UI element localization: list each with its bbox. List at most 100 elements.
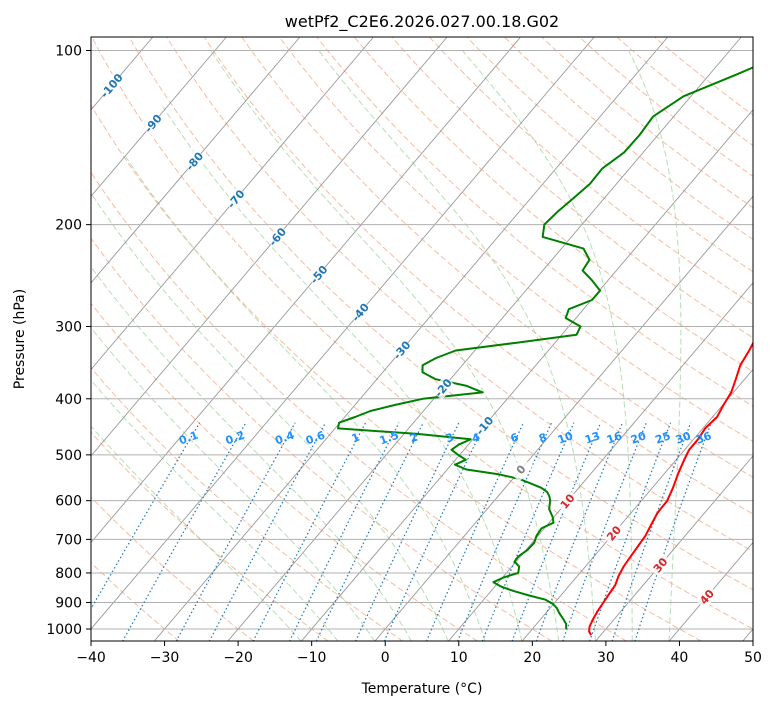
isotherm-line [91, 37, 447, 457]
y-tick-label: 400 [55, 392, 82, 408]
dry-adiabat-line [91, 171, 628, 641]
isotherm-label-backdrop [555, 489, 580, 514]
moist-adiabat-line [318, 50, 596, 641]
y-tick-label: 600 [55, 494, 82, 510]
y-tick-label: 800 [55, 566, 82, 582]
mixing-ratio-label: 3 [444, 431, 456, 446]
mixing-ratio-label: 2 [408, 431, 420, 446]
mixing-ratio-label: 1 [350, 431, 362, 446]
isotherm-label-backdrop [141, 111, 165, 136]
mixing-ratio-label: 36 [694, 429, 713, 447]
dry-adiabat-line [91, 431, 329, 641]
dry-adiabat-line [166, 37, 753, 553]
dry-adiabat-line [91, 237, 553, 641]
mixing-ratio-label: 4 [470, 430, 482, 445]
y-tick-label: 300 [55, 320, 82, 336]
mixing-ratio-label: 13 [583, 429, 602, 446]
dewpoint-profile-line [337, 66, 753, 630]
x-tick-label: 30 [597, 650, 615, 666]
y-tick-label: 200 [55, 218, 82, 234]
dry-adiabat-line [91, 561, 180, 641]
isotherm-label-backdrop [694, 584, 719, 610]
x-tick-label: −20 [223, 650, 253, 666]
dry-adiabat-line [279, 37, 753, 443]
moist-adiabat-line [91, 326, 376, 641]
x-tick-label: −30 [150, 650, 180, 666]
mixing-ratio-line [535, 422, 624, 641]
isotherm-label-backdrop [306, 262, 331, 287]
moist-adiabat-line [462, 50, 633, 641]
isotherm-line [91, 37, 595, 630]
isotherm-label-backdrop [648, 552, 673, 578]
y-tick-label: 700 [55, 532, 82, 548]
mixing-ratio-label: 0.4 [273, 428, 296, 447]
mixing-ratio-label: 0.2 [224, 429, 247, 448]
mixing-ratio-line [315, 422, 424, 641]
isotherm-label-backdrop [265, 224, 290, 249]
mixing-ratio-line [288, 422, 400, 641]
isotherm-line [227, 37, 742, 641]
dry-adiabat-line [91, 496, 255, 641]
mixing-ratio-label: 30 [674, 429, 693, 447]
mixing-ratio-label: 6 [509, 430, 521, 445]
x-tick-label: −10 [297, 650, 327, 666]
moist-adiabat-line [628, 50, 682, 641]
isotherm-line [91, 37, 521, 544]
x-tick-label: 0 [381, 650, 390, 666]
isotherm-label-backdrop [99, 73, 124, 98]
mixing-ratio-label: 0.6 [304, 428, 327, 447]
isotherm-label-backdrop [431, 375, 455, 400]
mixing-ratio-label: 10 [556, 429, 575, 447]
moist-adiabat-line [210, 50, 560, 641]
mixing-ratio-label: 16 [605, 429, 624, 447]
dry-adiabat-line [316, 37, 753, 407]
moist-adiabat-line [162, 106, 523, 641]
axis-ticks-layer: −40 −30 −20 −10 0 10 20 30 40 5010020030040050060… [46, 44, 762, 667]
moist-adiabat-line [91, 192, 449, 641]
isotherm-label-backdrop [508, 457, 533, 482]
mixing-ratio-line [208, 422, 327, 641]
mixing-ratio-line [511, 422, 602, 641]
isotherm-line [374, 195, 753, 641]
x-axis-label: Temperature (°C) [361, 681, 483, 697]
mixing-ratio-line [354, 422, 460, 641]
mixing-ratio-line [456, 422, 553, 641]
moist-adiabat-line [91, 379, 339, 641]
mixing-ratio-line [252, 422, 367, 641]
y-tick-label: 100 [55, 44, 82, 60]
isotherm-line [91, 37, 227, 198]
isotherm-line [91, 37, 300, 284]
mixing-ratio-line [383, 422, 486, 641]
y-tick-label: 500 [55, 448, 82, 464]
profile-layer [337, 66, 753, 636]
isotherm-label-backdrop [601, 521, 626, 546]
dry-adiabat-line [91, 302, 478, 641]
x-tick-label: 10 [450, 650, 468, 666]
isotherm-label-backdrop [389, 337, 414, 363]
isotherm-line [595, 455, 753, 641]
plot-background-lines [91, 37, 753, 641]
dry-adiabat-line [204, 37, 753, 515]
isotherm-label-backdrop [348, 300, 373, 325]
mixing-ratio-label: 20 [629, 429, 648, 447]
mixing-ratio-label: 1.5 [378, 429, 401, 448]
mixing-ratio-line [611, 422, 692, 641]
mixing-ratio-line [175, 422, 296, 641]
isotherm-line [153, 37, 668, 641]
plot-frame [90, 36, 754, 642]
dry-adiabat-line [91, 367, 404, 641]
x-tick-label: −40 [76, 650, 106, 666]
y-tick-label: 1000 [46, 622, 82, 638]
mixing-ratio-line [122, 422, 247, 641]
moist-adiabat-line [91, 265, 413, 641]
isotherm-label-backdrop [182, 149, 207, 174]
y-tick-label: 900 [55, 596, 82, 612]
chart-title: wetPf2_C2E6.2026.027.00.18.G02 [285, 12, 559, 32]
isotherm-line [300, 109, 753, 641]
y-axis-label: Pressure (hPa) [12, 289, 28, 389]
mixing-ratio-label: 0.1 [177, 429, 200, 448]
x-tick-label: 50 [744, 650, 762, 666]
mixing-ratio-line [481, 422, 575, 641]
temperature-profile-line [588, 341, 753, 636]
